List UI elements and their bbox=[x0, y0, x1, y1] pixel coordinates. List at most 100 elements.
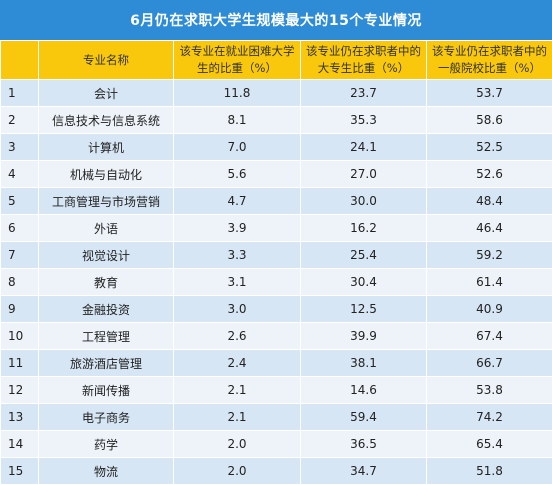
row-index: 7 bbox=[1, 242, 39, 269]
hard-share-value: 11.8 bbox=[174, 80, 301, 107]
hard-share-value: 2.1 bbox=[174, 377, 301, 404]
major-name: 计算机 bbox=[39, 134, 174, 161]
major-name: 工商管理与市场营销 bbox=[39, 188, 174, 215]
general-share-value: 65.4 bbox=[427, 431, 552, 458]
major-name: 物流 bbox=[39, 458, 174, 485]
hard-share-value: 8.1 bbox=[174, 107, 301, 134]
hard-share-value: 3.0 bbox=[174, 296, 301, 323]
major-name: 电子商务 bbox=[39, 404, 174, 431]
major-name: 工程管理 bbox=[39, 323, 174, 350]
header-general-share: 该专业仍在求职者中的一般院校比重（%） bbox=[427, 41, 552, 80]
general-share-value: 58.6 bbox=[427, 107, 552, 134]
row-index: 14 bbox=[1, 431, 39, 458]
junior-share-value: 59.4 bbox=[301, 404, 427, 431]
major-name: 会计 bbox=[39, 80, 174, 107]
major-name: 机械与自动化 bbox=[39, 161, 174, 188]
general-share-value: 61.4 bbox=[427, 269, 552, 296]
major-name: 教育 bbox=[39, 269, 174, 296]
hard-share-value: 2.1 bbox=[174, 404, 301, 431]
major-name: 金融投资 bbox=[39, 296, 174, 323]
general-share-value: 59.2 bbox=[427, 242, 552, 269]
row-index: 3 bbox=[1, 134, 39, 161]
hard-share-value: 4.7 bbox=[174, 188, 301, 215]
row-index: 6 bbox=[1, 215, 39, 242]
junior-share-value: 14.6 bbox=[301, 377, 427, 404]
header-index bbox=[1, 41, 39, 80]
general-share-value: 51.8 bbox=[427, 458, 552, 485]
major-name: 外语 bbox=[39, 215, 174, 242]
hard-share-value: 2.0 bbox=[174, 431, 301, 458]
junior-share-value: 38.1 bbox=[301, 350, 427, 377]
row-index: 12 bbox=[1, 377, 39, 404]
junior-share-value: 39.9 bbox=[301, 323, 427, 350]
general-share-value: 74.2 bbox=[427, 404, 552, 431]
row-index: 10 bbox=[1, 323, 39, 350]
table-title: 6月仍在求职大学生规模最大的15个专业情况 bbox=[0, 0, 552, 40]
general-share-value: 53.8 bbox=[427, 377, 552, 404]
general-share-value: 53.7 bbox=[427, 80, 552, 107]
general-share-value: 46.4 bbox=[427, 215, 552, 242]
row-index: 13 bbox=[1, 404, 39, 431]
row-index: 8 bbox=[1, 269, 39, 296]
general-share-value: 52.5 bbox=[427, 134, 552, 161]
row-index: 9 bbox=[1, 296, 39, 323]
junior-share-value: 27.0 bbox=[301, 161, 427, 188]
hard-share-value: 3.3 bbox=[174, 242, 301, 269]
general-share-value: 67.4 bbox=[427, 323, 552, 350]
header-row: 专业名称 该专业在就业困难大学生的比重（%） 该专业仍在求职者中的大专生比重（%… bbox=[1, 41, 552, 80]
row-index: 2 bbox=[1, 107, 39, 134]
header-hard-share: 该专业在就业困难大学生的比重（%） bbox=[174, 41, 301, 80]
row-index: 15 bbox=[1, 458, 39, 485]
hard-share-value: 3.9 bbox=[174, 215, 301, 242]
junior-share-value: 16.2 bbox=[301, 215, 427, 242]
header-junior-share: 该专业仍在求职者中的大专生比重（%） bbox=[301, 41, 427, 80]
hard-share-value: 2.4 bbox=[174, 350, 301, 377]
row-index: 1 bbox=[1, 80, 39, 107]
general-share-value: 52.6 bbox=[427, 161, 552, 188]
junior-share-value: 34.7 bbox=[301, 458, 427, 485]
junior-share-value: 24.1 bbox=[301, 134, 427, 161]
junior-share-value: 23.7 bbox=[301, 80, 427, 107]
hard-share-value: 5.6 bbox=[174, 161, 301, 188]
row-index: 11 bbox=[1, 350, 39, 377]
junior-share-value: 12.5 bbox=[301, 296, 427, 323]
junior-share-value: 30.0 bbox=[301, 188, 427, 215]
junior-share-value: 35.3 bbox=[301, 107, 427, 134]
major-name: 信息技术与信息系统 bbox=[39, 107, 174, 134]
major-name: 旅游酒店管理 bbox=[39, 350, 174, 377]
junior-share-value: 36.5 bbox=[301, 431, 427, 458]
general-share-value: 40.9 bbox=[427, 296, 552, 323]
header-major-name: 专业名称 bbox=[39, 41, 174, 80]
major-name: 新闻传播 bbox=[39, 377, 174, 404]
major-name: 视觉设计 bbox=[39, 242, 174, 269]
general-share-value: 66.7 bbox=[427, 350, 552, 377]
hard-share-value: 2.0 bbox=[174, 458, 301, 485]
hard-share-value: 2.6 bbox=[174, 323, 301, 350]
row-index: 5 bbox=[1, 188, 39, 215]
general-share-value: 48.4 bbox=[427, 188, 552, 215]
hard-share-value: 3.1 bbox=[174, 269, 301, 296]
junior-share-value: 25.4 bbox=[301, 242, 427, 269]
row-index: 4 bbox=[1, 161, 39, 188]
junior-share-value: 30.4 bbox=[301, 269, 427, 296]
majors-table: 专业名称 该专业在就业困难大学生的比重（%） 该专业仍在求职者中的大专生比重（%… bbox=[0, 40, 552, 485]
hard-share-value: 7.0 bbox=[174, 134, 301, 161]
major-name: 药学 bbox=[39, 431, 174, 458]
